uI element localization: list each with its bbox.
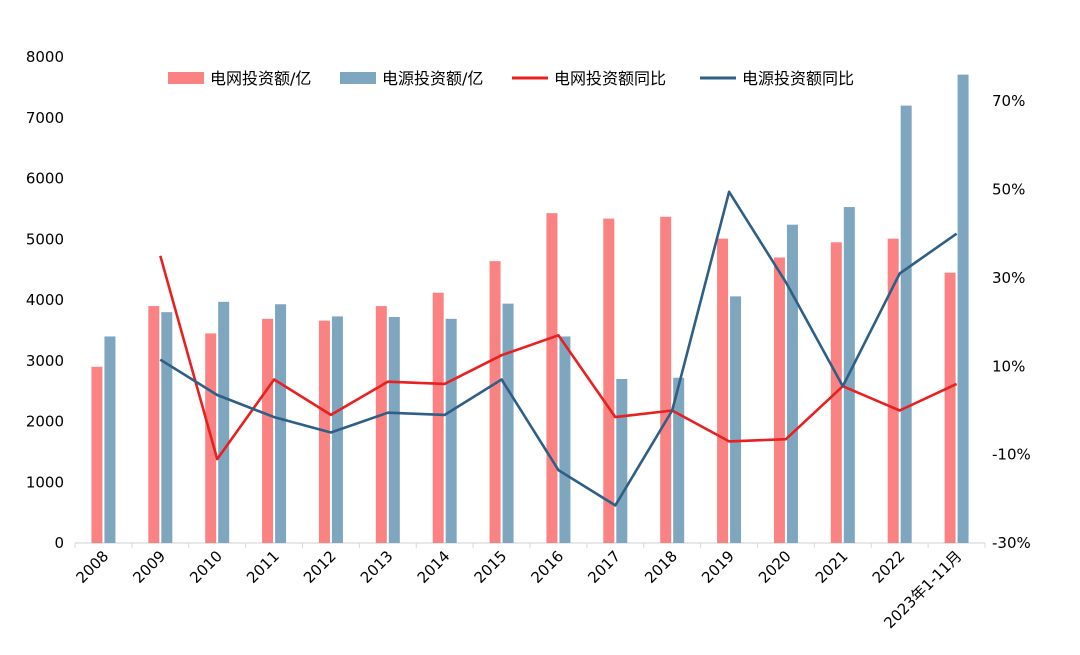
bar-grid-investment [91, 366, 103, 543]
y-right-tick-label: 70% [992, 92, 1025, 110]
x-tick-label: 2015 [471, 547, 511, 587]
bar-power-investment [673, 377, 685, 543]
bar-power-investment [275, 304, 287, 543]
bar-grid-investment [375, 306, 387, 543]
bar-power-investment [900, 105, 912, 543]
lines [159, 190, 958, 507]
y-left-tick-label: 8000 [26, 48, 64, 66]
bar-grid-investment [717, 238, 729, 543]
y-left-tick-label: 5000 [26, 230, 64, 248]
legend-label-power-yoy: 电源投资额同比 [742, 69, 854, 88]
y-right-tick-label: -10% [992, 446, 1031, 464]
bars [91, 74, 969, 544]
x-tick-label: 2021 [812, 547, 852, 587]
x-tick-label: 2019 [698, 547, 738, 587]
legend-swatch-power-investment [340, 72, 376, 84]
x-tick-label: 2013 [357, 547, 397, 587]
legend: 电网投资额/亿 电源投资额/亿 电网投资额同比 电源投资额同比 [168, 69, 854, 88]
bar-grid-investment [432, 292, 444, 543]
x-tick-label: 2020 [755, 547, 795, 587]
bar-grid-investment [773, 257, 785, 543]
x-tick-label: 2008 [73, 547, 113, 587]
x-tick-label: 2011 [243, 547, 283, 587]
line-power-yoy [159, 190, 958, 507]
x-tick-label: 2009 [129, 547, 169, 587]
bar-power-investment [730, 296, 742, 543]
bar-grid-investment [887, 238, 899, 543]
y-right-tick-label: 50% [992, 181, 1025, 199]
bar-power-investment [218, 301, 230, 543]
x-tick-label: 2014 [414, 547, 454, 587]
y-left-tick-label: 7000 [26, 109, 64, 127]
bar-grid-investment [546, 213, 558, 543]
bar-power-investment [957, 74, 969, 544]
legend-label-grid-investment: 电网投资额/亿 [210, 69, 311, 88]
bar-power-investment [616, 378, 628, 543]
x-tick-label: 2016 [528, 547, 568, 587]
y-right-tick-label: 10% [992, 357, 1025, 375]
bar-power-investment [786, 224, 798, 544]
x-tick-label: 2017 [584, 547, 624, 587]
bar-power-investment [161, 312, 173, 543]
y-right-tick-label: 30% [992, 269, 1025, 287]
x-tick-label: 2022 [869, 547, 909, 587]
y-left-tick-label: 6000 [26, 170, 64, 188]
legend-swatch-grid-investment [168, 72, 204, 84]
y-left-tick-label: 3000 [26, 352, 64, 370]
y-left-tick-label: 2000 [26, 413, 64, 431]
legend-label-grid-yoy: 电网投资额同比 [554, 69, 666, 88]
bar-grid-investment [660, 216, 672, 543]
x-tick-label: 2012 [300, 547, 340, 587]
bar-grid-investment [603, 218, 615, 543]
y-left-tick-label: 0 [54, 534, 64, 552]
x-tick-label: 2010 [186, 547, 226, 587]
bar-grid-investment [489, 261, 501, 543]
bar-grid-investment [148, 306, 160, 543]
bar-power-investment [502, 303, 514, 543]
x-tick-label: 2018 [641, 547, 681, 587]
y-right-tick-label: -30% [992, 534, 1031, 552]
legend-label-power-investment: 电源投资额/亿 [382, 69, 483, 88]
bar-grid-investment [944, 272, 956, 543]
bar-grid-investment [262, 318, 274, 543]
axes: 0 1000 2000 3000 4000 5000 6000 7000 8000 -30% -10… [26, 48, 1031, 632]
bar-power-investment [559, 336, 571, 543]
y-left-tick-label: 4000 [26, 291, 64, 309]
bar-power-investment [445, 318, 457, 543]
bar-power-investment [104, 336, 116, 543]
bar-power-investment [388, 317, 400, 543]
line-grid-yoy [159, 255, 958, 461]
y-left-tick-label: 1000 [26, 473, 64, 491]
